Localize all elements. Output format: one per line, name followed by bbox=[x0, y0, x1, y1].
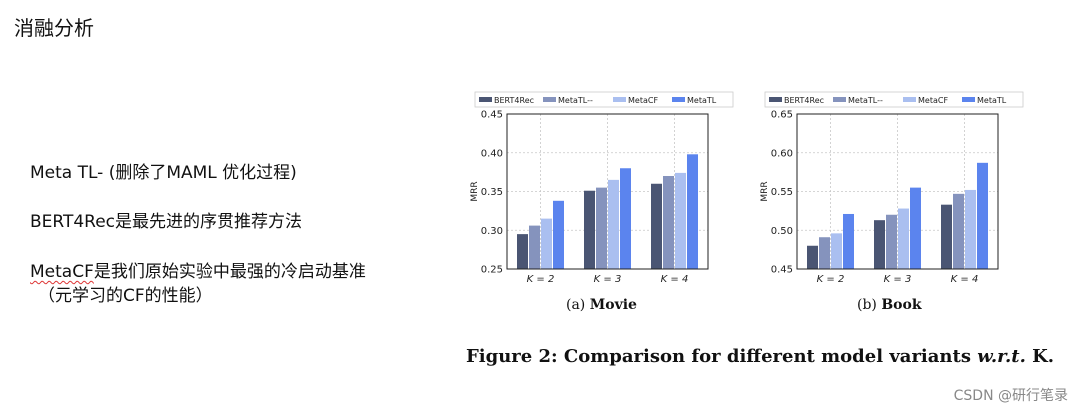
movie-axes-frame bbox=[506, 113, 709, 270]
book-xtick-label: K = 3 bbox=[884, 274, 912, 285]
chart-book: BERT4Rec MetaTL-- MetaCF MetaTL 0.45 0.50 0.55… bbox=[760, 91, 1024, 285]
book-legend-swatch bbox=[903, 97, 916, 102]
book-bar-metatl bbox=[977, 162, 988, 269]
book-bar-metatl bbox=[886, 214, 897, 269]
book-bar-metacf bbox=[965, 189, 976, 269]
movie-ytick-label: 0.45 bbox=[481, 110, 503, 121]
book-legend-label: MetaTL-- bbox=[848, 96, 883, 105]
book-xtick-label: K = 4 bbox=[951, 274, 979, 285]
book-legend-swatch bbox=[769, 97, 782, 102]
slide-title: 消融分析 bbox=[14, 16, 94, 40]
figure-caption: Figure 2: Comparison for different model… bbox=[466, 346, 1054, 367]
book-bar-metacf bbox=[898, 208, 909, 269]
movie-ytick-label: 0.30 bbox=[481, 226, 503, 237]
book-bar-bert4rec bbox=[874, 220, 885, 269]
movie-legend-swatch bbox=[543, 97, 556, 102]
chart-movie: BERT4Rec MetaTL-- MetaCF MetaTL 0.25 0.30 0.35… bbox=[470, 91, 734, 285]
book-bar-metatl bbox=[953, 193, 964, 269]
movie-xtick-label: K = 2 bbox=[527, 274, 555, 285]
book-ytick-label: 0.55 bbox=[771, 187, 793, 198]
book-legend: BERT4Rec MetaTL-- MetaCF MetaTL bbox=[764, 91, 1024, 108]
movie-bar-metacf bbox=[541, 218, 552, 269]
book-legend-label: BERT4Rec bbox=[784, 96, 824, 105]
movie-bar-metacf bbox=[675, 172, 686, 269]
movie-bar-bert4rec bbox=[584, 190, 595, 269]
caption-suffix: K. bbox=[1025, 346, 1055, 367]
bullet-metacf-note: （元学习的CF的性能） bbox=[38, 286, 213, 306]
movie-legend-box bbox=[474, 91, 734, 108]
book-ytick-label: 0.60 bbox=[771, 148, 793, 159]
movie-legend-swatch bbox=[672, 97, 685, 102]
subcaption-movie-label: (a) bbox=[566, 297, 586, 313]
book-legend-label: MetaTL bbox=[977, 96, 1007, 105]
movie-bar-metatl bbox=[663, 176, 674, 269]
watermark: CSDN @研行笔录 bbox=[953, 388, 1068, 404]
movie-bar-metatl bbox=[529, 225, 540, 269]
movie-ylabel: MRR bbox=[470, 181, 480, 201]
book-xtick-label: K = 2 bbox=[817, 274, 845, 285]
movie-ytick-label: 0.35 bbox=[481, 187, 503, 198]
subcaption-movie: (a) Movie bbox=[566, 297, 637, 313]
movie-xtick-label: K = 4 bbox=[661, 274, 689, 285]
book-axes-frame bbox=[796, 113, 999, 270]
movie-legend-swatch bbox=[479, 97, 492, 102]
book-bar-bert4rec bbox=[807, 245, 818, 269]
movie-bar-metatl bbox=[553, 200, 564, 269]
movie-xtick-label: K = 3 bbox=[594, 274, 622, 285]
movie-ytick-label: 0.40 bbox=[481, 148, 503, 159]
movie-legend-label: BERT4Rec bbox=[494, 96, 534, 105]
subcaption-book: (b) Book bbox=[857, 297, 922, 313]
book-bar-metatl bbox=[819, 237, 830, 269]
movie-ytick-label: 0.25 bbox=[481, 265, 503, 276]
movie-legend-label: MetaCF bbox=[628, 96, 658, 105]
book-ytick-label: 0.65 bbox=[771, 110, 793, 121]
bullet-metacf: MetaCF是我们原始实验中最强的冷启动基准 bbox=[30, 257, 366, 282]
bullet-bert4rec: BERT4Rec是最先进的序贯推荐方法 bbox=[30, 212, 303, 232]
movie-legend-label: MetaTL bbox=[687, 96, 717, 105]
book-bar-metatl bbox=[910, 187, 921, 269]
movie-bar-bert4rec bbox=[651, 183, 662, 269]
book-bar-bert4rec bbox=[941, 204, 952, 269]
movie-bar-metatl bbox=[687, 154, 698, 269]
book-bar-metatl bbox=[843, 213, 854, 269]
bullet-metatl-minus: Meta TL- (删除了MAML 优化过程) bbox=[30, 163, 297, 183]
book-legend-label: MetaCF bbox=[918, 96, 948, 105]
movie-bar-metatl bbox=[596, 187, 607, 269]
movie-bar-metacf bbox=[608, 179, 619, 269]
book-ytick-label: 0.45 bbox=[771, 265, 793, 276]
book-bar-metacf bbox=[831, 233, 842, 269]
movie-legend-swatch bbox=[613, 97, 626, 102]
caption-italic: w.r.t. bbox=[977, 346, 1026, 367]
movie-legend: BERT4Rec MetaTL-- MetaCF MetaTL bbox=[474, 91, 734, 108]
caption-prefix: Figure 2: Comparison for different model… bbox=[466, 346, 978, 367]
book-ylabel: MRR bbox=[760, 181, 770, 201]
metacf-word: MetaCF bbox=[30, 262, 94, 282]
subcaption-book-label: (b) bbox=[857, 297, 877, 313]
subcaption-book-name: Book bbox=[881, 297, 922, 313]
book-legend-swatch bbox=[833, 97, 846, 102]
movie-bar-metatl bbox=[620, 168, 631, 269]
book-legend-box bbox=[764, 91, 1024, 108]
book-ytick-label: 0.50 bbox=[771, 226, 793, 237]
movie-legend-label: MetaTL-- bbox=[558, 96, 593, 105]
book-legend-swatch bbox=[962, 97, 975, 102]
movie-bar-bert4rec bbox=[517, 234, 528, 269]
metacf-description: 是我们原始实验中最强的冷启动基准 bbox=[93, 262, 366, 282]
subcaption-movie-name: Movie bbox=[589, 297, 637, 313]
